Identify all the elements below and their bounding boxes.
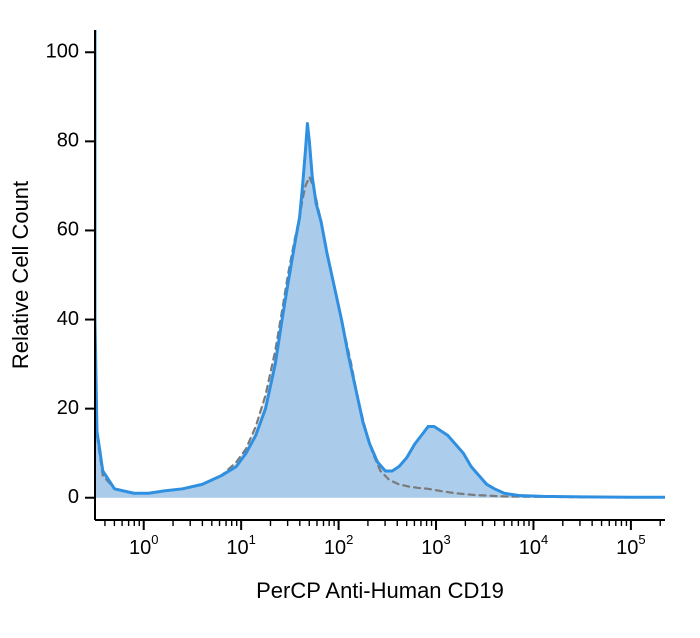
y-tick-label: 40 bbox=[57, 308, 79, 330]
histogram-figure: 020406080100100101102103104105Relative C… bbox=[0, 0, 700, 638]
y-tick-label: 100 bbox=[46, 41, 79, 63]
y-tick-label: 80 bbox=[57, 130, 79, 152]
y-tick-label: 0 bbox=[68, 486, 79, 508]
x-axis-title: PerCP Anti-Human CD19 bbox=[256, 578, 504, 603]
y-tick-label: 20 bbox=[57, 397, 79, 419]
y-axis-title: Relative Cell Count bbox=[8, 181, 33, 369]
y-tick-label: 60 bbox=[57, 219, 79, 241]
chart-svg: 020406080100100101102103104105Relative C… bbox=[0, 0, 700, 638]
